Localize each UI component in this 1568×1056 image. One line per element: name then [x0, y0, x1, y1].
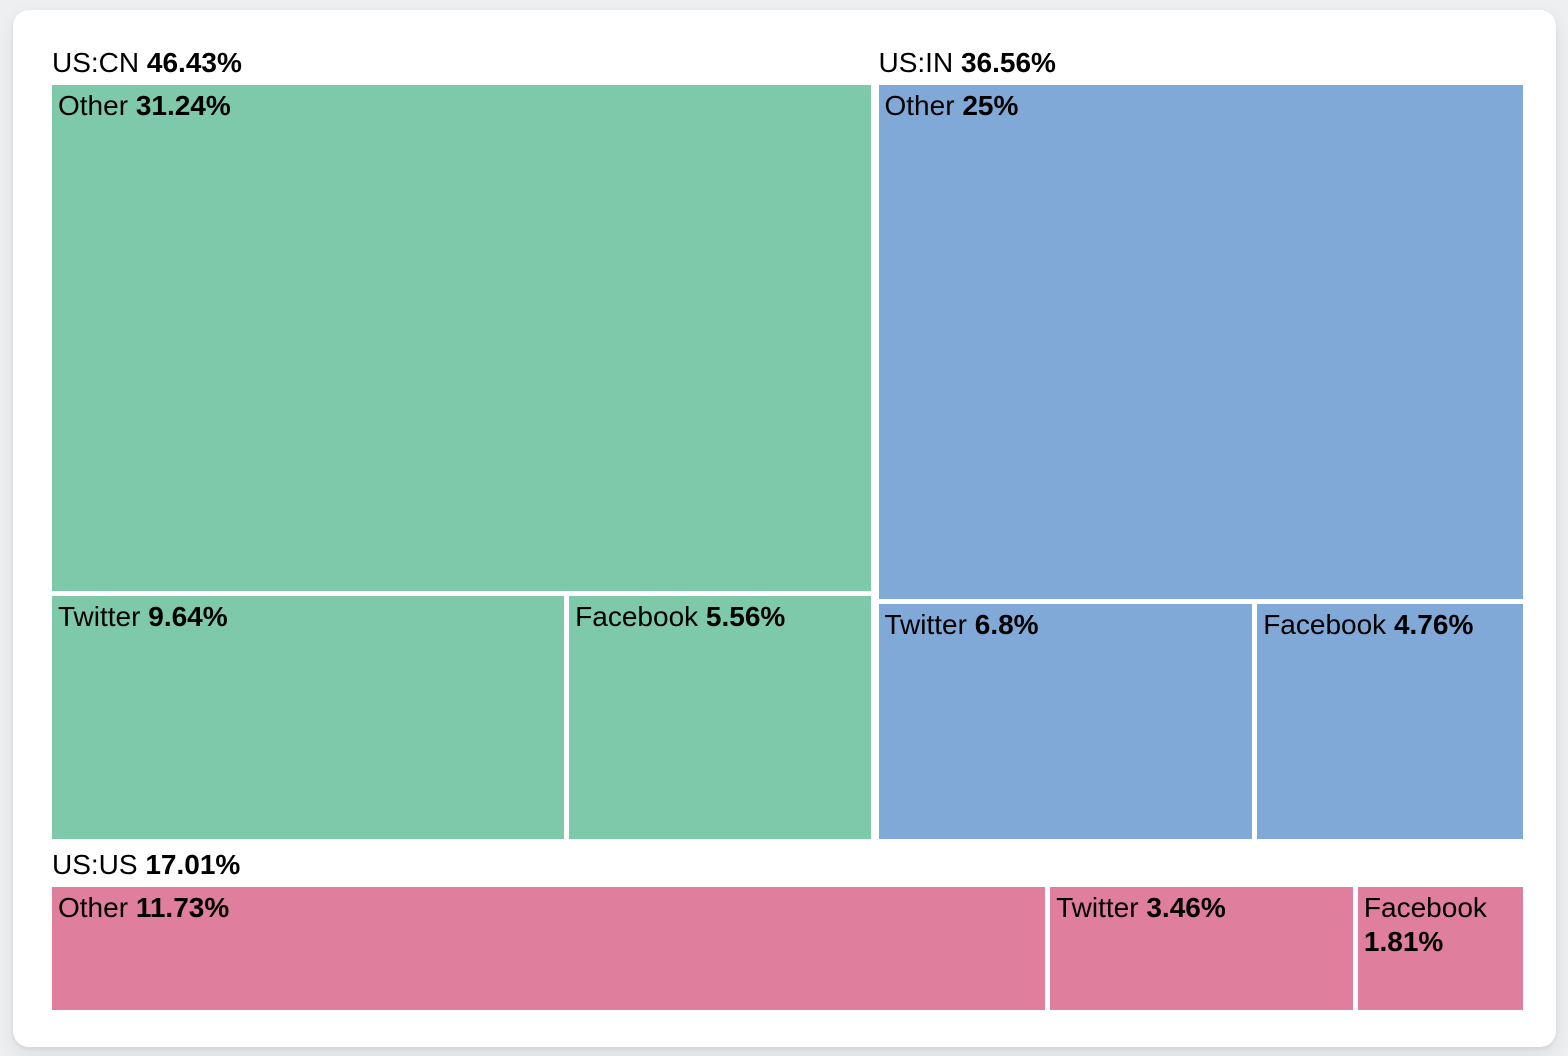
group-us-us: US:US 17.01% Other 11.73% Twitter 3.46% …	[52, 848, 1523, 1010]
cells-us-us: Other 11.73% Twitter 3.46% Facebook 1.81…	[52, 886, 1523, 1010]
cell-value: 11.73%	[135, 891, 230, 923]
cell-label: Twitter	[884, 609, 967, 641]
group-value-us-cn: 46.43%	[146, 47, 242, 78]
cell-label: Other	[58, 891, 129, 923]
group-us-cn: US:CN 46.43% Other 31.24% Twitter 9.64%	[52, 46, 871, 839]
cell-value: 1.81%	[1363, 925, 1444, 957]
cell-label: Other	[58, 90, 129, 121]
treemap: US:CN 46.43% Other 31.24% Twitter 9.64%	[52, 46, 1523, 1010]
cell-value: 31.24%	[135, 90, 231, 121]
treemap-card: US:CN 46.43% Other 31.24% Twitter 9.64%	[13, 10, 1556, 1047]
cell-label: Facebook	[575, 601, 699, 633]
group-value-us-in: 36.56%	[960, 47, 1056, 78]
cell-us-in-facebook[interactable]: Facebook 4.76%	[1257, 604, 1523, 839]
cell-us-us-twitter[interactable]: Twitter 3.46%	[1050, 886, 1353, 1010]
group-label-us-cn: US:CN	[52, 47, 140, 78]
group-us-in: US:IN 36.56% Other 25% Twitter 6.8%	[878, 46, 1524, 839]
cell-label: Twitter	[1056, 891, 1139, 923]
cell-us-cn-facebook[interactable]: Facebook 5.56%	[569, 596, 871, 839]
cell-value: 6.8%	[974, 609, 1039, 641]
cell-value: 4.76%	[1393, 609, 1474, 641]
cell-value: 5.56%	[705, 601, 786, 633]
cell-value: 3.46%	[1146, 891, 1226, 923]
cell-us-us-facebook[interactable]: Facebook 1.81%	[1357, 886, 1523, 1010]
cell-us-cn-twitter[interactable]: Twitter 9.64%	[52, 596, 565, 839]
treemap-top-section: US:CN 46.43% Other 31.24% Twitter 9.64%	[52, 46, 1523, 839]
cell-us-us-other[interactable]: Other 11.73%	[52, 886, 1046, 1010]
cell-label: Facebook	[1363, 891, 1487, 923]
group-label-us-in: US:IN	[878, 47, 954, 78]
cell-value: 25%	[962, 90, 1019, 121]
group-label-us-us: US:US	[52, 848, 138, 880]
cell-us-cn-other[interactable]: Other 31.24%	[52, 85, 871, 592]
cell-label: Twitter	[58, 601, 141, 633]
us-cn-bottom-row: Twitter 9.64% Facebook 5.56%	[52, 596, 871, 839]
cells-us-cn: Other 31.24% Twitter 9.64% Facebook 5.56…	[52, 85, 871, 839]
cell-us-in-other[interactable]: Other 25%	[878, 85, 1523, 600]
us-in-bottom-row: Twitter 6.8% Facebook 4.76%	[878, 604, 1523, 839]
group-value-us-us: 17.01%	[145, 848, 241, 880]
cell-label: Other	[884, 90, 955, 121]
group-header-us-cn: US:CN 46.43%	[52, 46, 871, 79]
cell-value: 9.64%	[148, 601, 228, 633]
cells-us-in: Other 25% Twitter 6.8% Facebook 4.76%	[878, 85, 1523, 839]
cell-us-in-twitter[interactable]: Twitter 6.8%	[878, 604, 1253, 839]
group-header-us-us: US:US 17.01%	[52, 848, 1523, 881]
cell-label: Facebook	[1263, 609, 1387, 641]
group-header-us-in: US:IN 36.56%	[879, 46, 1524, 79]
